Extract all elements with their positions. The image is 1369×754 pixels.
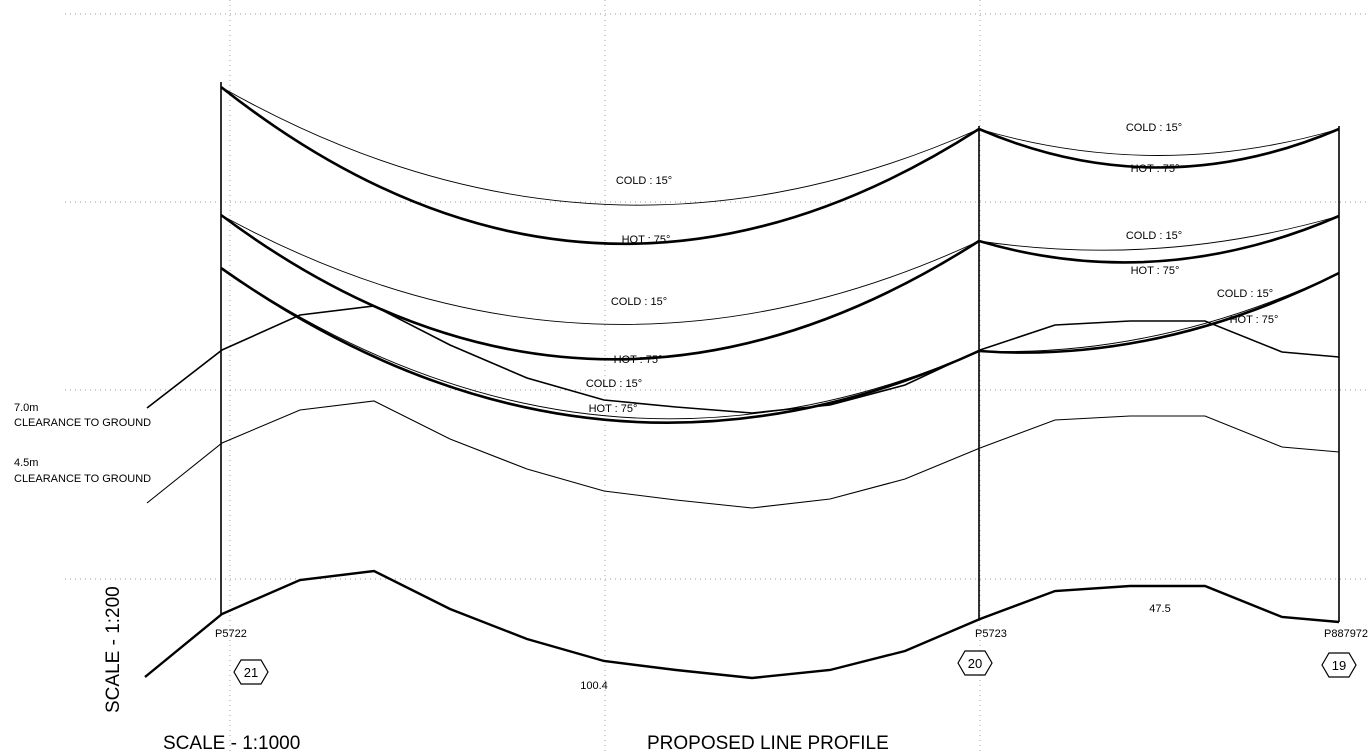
conductor-label: COLD : 15°	[1126, 122, 1182, 134]
conductor-hot-mid-span1	[220, 213, 980, 361]
conductor-label: COLD : 15°	[616, 175, 672, 187]
clearance-line-7m	[146, 305, 1340, 414]
conductor-cold-low-span1	[220, 267, 980, 420]
pole-number-badge	[233, 659, 269, 685]
conductor-label: COLD : 15°	[1217, 288, 1273, 300]
conductor-cold-top-span2	[978, 128, 1340, 156]
conductor-label: HOT : 75°	[1131, 265, 1180, 277]
conductor-cold-low-span2	[978, 272, 1340, 352]
conductor-label: COLD : 15°	[1126, 230, 1182, 242]
pole-number: 20	[968, 656, 982, 671]
conductor-cold-mid-span1	[220, 214, 980, 325]
drawing-title: PROPOSED LINE PROFILE	[647, 733, 889, 754]
conductor-hot-low-span1	[220, 266, 980, 424]
span-length: 47.5	[1149, 603, 1170, 615]
pole-number-badge	[1321, 652, 1357, 678]
conductor-label: HOT : 75°	[1230, 314, 1279, 326]
pole-number: 21	[244, 665, 258, 680]
horizontal-scale-label: SCALE - 1:1000	[163, 733, 300, 754]
conductor-label: HOT : 75°	[589, 403, 638, 415]
clearance-text-4-5m: CLEARANCE TO GROUND	[14, 473, 151, 485]
conductor-hot-top-span2	[978, 127, 1340, 169]
grid	[65, 0, 1369, 754]
ground-profile	[144, 569, 1340, 680]
conductor-label: HOT : 75°	[614, 354, 663, 366]
pole-id-label: P5722	[215, 628, 247, 640]
conductor-hot-low-span2	[978, 271, 1340, 354]
pole-number-badge	[957, 650, 993, 676]
conductor-hot-mid-span2	[978, 214, 1340, 264]
conductor-cold-top-span1	[220, 86, 980, 206]
span-length: 100.4	[580, 680, 608, 692]
pole-id-label: P5723	[975, 628, 1007, 640]
pole-id-label: P887972	[1324, 628, 1368, 640]
clearance-line-4-5m	[146, 400, 1340, 509]
conductor-label: COLD : 15°	[611, 296, 667, 308]
clearance-value-7m: 7.0m	[14, 402, 38, 414]
conductor-label: HOT : 75°	[1131, 163, 1180, 175]
conductor-label: COLD : 15°	[586, 378, 642, 390]
clearance-value-4-5m: 4.5m	[14, 457, 38, 469]
pole-number: 19	[1332, 658, 1346, 673]
conductor-cold-mid-span2	[978, 215, 1340, 251]
vertical-scale-label: SCALE - 1:200	[103, 586, 124, 713]
conductor-label: HOT : 75°	[622, 234, 671, 246]
clearance-text-7m: CLEARANCE TO GROUND	[14, 417, 151, 429]
conductor-hot-top-span1	[220, 85, 980, 246]
